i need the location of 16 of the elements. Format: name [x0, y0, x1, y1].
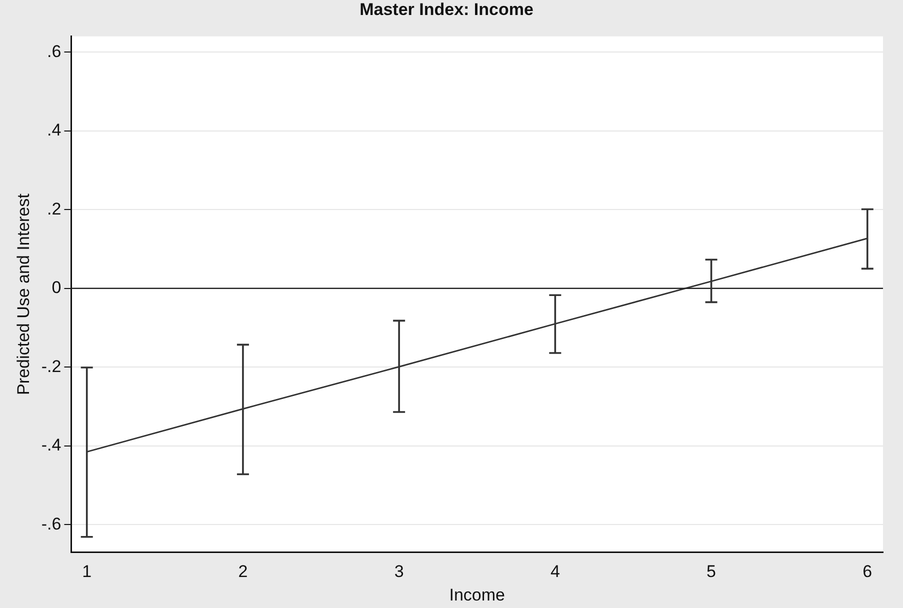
y-tick-label: .4: [47, 120, 62, 140]
y-tick-label: -.4: [41, 436, 62, 455]
x-tick-label: 2: [238, 562, 248, 582]
y-tick-label: .2: [47, 199, 62, 218]
y-tick-label: 0: [52, 278, 62, 298]
x-tick-label: 6: [862, 562, 872, 582]
x-axis-title: Income: [449, 585, 505, 604]
y-tick-label: -.2: [41, 356, 62, 376]
y-axis-title: Predicted Use and Interest: [14, 193, 33, 395]
y-tick-label: .6: [47, 42, 62, 61]
x-tick-label: 1: [82, 562, 92, 582]
x-tick-label: 3: [394, 562, 404, 582]
x-tick-label: 5: [706, 562, 716, 582]
chart-title: Master Index: Income: [360, 0, 534, 19]
y-tick-label: -.6: [41, 514, 62, 534]
x-tick-label: 4: [550, 562, 560, 582]
